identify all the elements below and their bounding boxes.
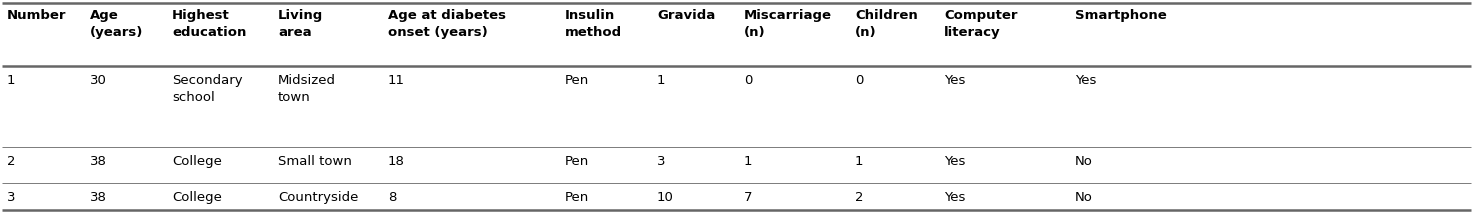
Text: College: College	[172, 155, 222, 168]
Text: Highest
education: Highest education	[172, 9, 246, 39]
Text: 1: 1	[7, 74, 16, 87]
Text: 1: 1	[854, 155, 863, 168]
Text: Yes: Yes	[944, 74, 965, 87]
Text: No: No	[1075, 155, 1093, 168]
Text: 11: 11	[387, 74, 405, 87]
Text: Insulin
method: Insulin method	[566, 9, 622, 39]
Text: No: No	[1075, 191, 1093, 204]
Text: Miscarriage
(n): Miscarriage (n)	[744, 9, 832, 39]
Text: Midsized
town: Midsized town	[278, 74, 336, 104]
Text: Computer
literacy: Computer literacy	[944, 9, 1018, 39]
Text: Children
(n): Children (n)	[854, 9, 918, 39]
Text: 3: 3	[7, 191, 16, 204]
Text: 1: 1	[657, 74, 666, 87]
Text: 30: 30	[90, 74, 108, 87]
Text: 38: 38	[90, 191, 108, 204]
Text: Pen: Pen	[566, 155, 589, 168]
Text: Smartphone: Smartphone	[1075, 9, 1167, 22]
Text: Secondary
school: Secondary school	[172, 74, 243, 104]
Text: 2: 2	[854, 191, 863, 204]
Text: 18: 18	[387, 155, 405, 168]
Text: 10: 10	[657, 191, 673, 204]
Text: 7: 7	[744, 191, 753, 204]
Text: Age at diabetes
onset (years): Age at diabetes onset (years)	[387, 9, 507, 39]
Text: Living
area: Living area	[278, 9, 323, 39]
Text: 2: 2	[7, 155, 16, 168]
Text: Small town: Small town	[278, 155, 352, 168]
Text: 0: 0	[744, 74, 753, 87]
Text: 3: 3	[657, 155, 666, 168]
Text: Gravida: Gravida	[657, 9, 716, 22]
Text: 1: 1	[744, 155, 753, 168]
Text: Pen: Pen	[566, 74, 589, 87]
Text: Yes: Yes	[944, 155, 965, 168]
Text: College: College	[172, 191, 222, 204]
Text: Number: Number	[7, 9, 66, 22]
Text: 8: 8	[387, 191, 396, 204]
Text: Pen: Pen	[566, 191, 589, 204]
Text: Yes: Yes	[1075, 74, 1096, 87]
Text: 0: 0	[854, 74, 863, 87]
Text: Age
(years): Age (years)	[90, 9, 143, 39]
Text: Yes: Yes	[944, 191, 965, 204]
Text: 38: 38	[90, 155, 108, 168]
Text: Countryside: Countryside	[278, 191, 358, 204]
